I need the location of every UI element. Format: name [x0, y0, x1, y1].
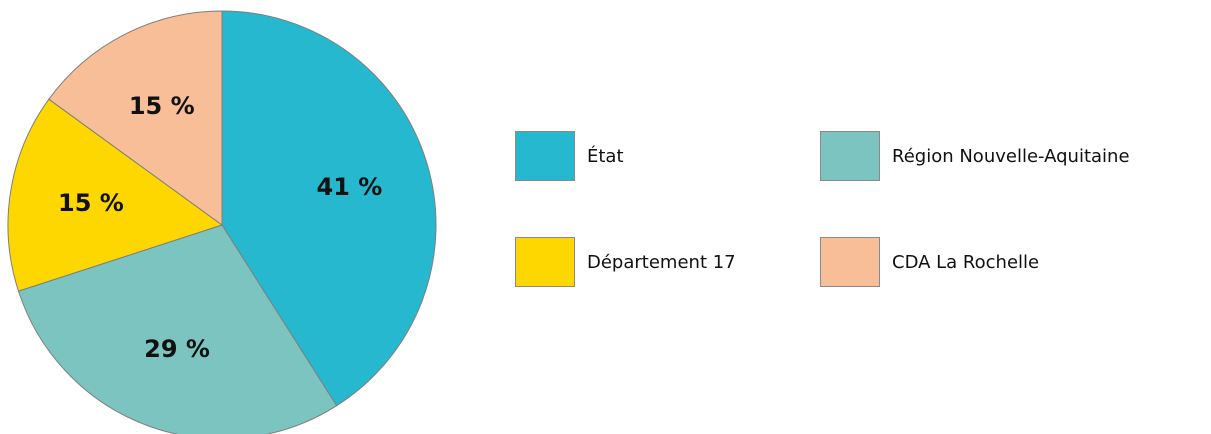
legend-label-etat: État	[587, 145, 624, 167]
slice-value-label-region-nouvelle-aquitaine: 29 %	[144, 335, 210, 363]
legend-item-departement-17: Département 17	[515, 236, 736, 288]
legend-label-cda-la-rochelle: CDA La Rochelle	[892, 251, 1040, 273]
pie-slice-etat	[221, 10, 437, 407]
pie-slice-departement-17	[7, 98, 224, 292]
legend-swatch-cda-la-rochelle	[820, 237, 880, 287]
slice-value-label-etat: 41 %	[317, 173, 383, 201]
pie-slices	[7, 10, 437, 434]
chart-legend: État Région Nouvelle-Aquitaine Départeme…	[515, 130, 1205, 290]
pie-slice-labels: 41 % 29 % 15 % 15 %	[58, 92, 382, 363]
slice-value-label-departement-17: 15 %	[58, 189, 124, 217]
legend-item-etat: État	[515, 130, 624, 182]
legend-item-cda-la-rochelle: CDA La Rochelle	[820, 236, 1039, 288]
slice-value-label-cda-la-rochelle: 15 %	[129, 92, 195, 120]
pie-chart: 41 % 29 % 15 % 15 %	[7, 10, 437, 434]
pie-slice-region-nouvelle-aquitaine	[17, 224, 338, 434]
pie-slice-cda-la-rochelle	[48, 10, 223, 226]
legend-label-region-nouvelle-aquitaine: Région Nouvelle-Aquitaine	[892, 145, 1130, 167]
legend-label-departement-17: Département 17	[587, 251, 736, 273]
legend-swatch-departement-17	[515, 237, 575, 287]
legend-item-region-nouvelle-aquitaine: Région Nouvelle-Aquitaine	[820, 130, 1130, 182]
legend-swatch-etat	[515, 131, 575, 181]
legend-swatch-region-nouvelle-aquitaine	[820, 131, 880, 181]
